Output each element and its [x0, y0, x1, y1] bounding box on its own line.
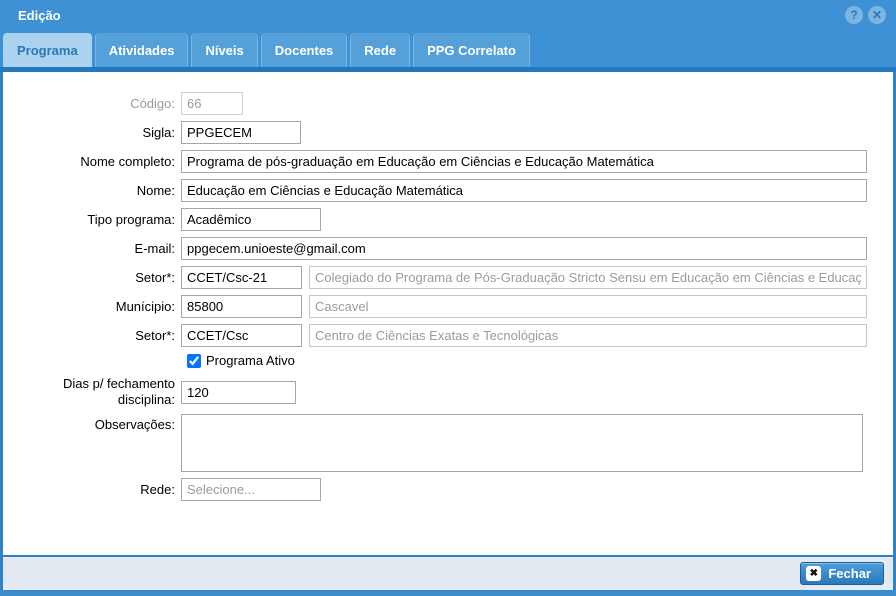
fechar-button-label: Fechar	[828, 566, 871, 581]
municipio-label: Munícipio:	[115, 298, 175, 314]
row-nome: Nome:	[21, 179, 893, 202]
tab-divider	[0, 67, 896, 72]
dialog-title: Edição	[18, 7, 61, 23]
tipo-programa-label: Tipo programa:	[87, 211, 175, 227]
tab-programa[interactable]: Programa	[3, 33, 92, 67]
help-icon[interactable]: ?	[845, 6, 863, 24]
dialog-bottom-border	[0, 590, 896, 596]
setor2-description-field	[309, 324, 867, 347]
tipo-programa-field[interactable]	[181, 208, 321, 231]
rede-select[interactable]	[181, 478, 321, 501]
tab-atividades[interactable]: Atividades	[94, 33, 189, 67]
tab-ppg-correlato[interactable]: PPG Correlato	[413, 33, 530, 67]
tab-rede[interactable]: Rede	[350, 33, 411, 67]
row-tipo-programa: Tipo programa:	[21, 208, 893, 231]
row-dias-fechamento: Dias p/ fechamento disciplina:	[21, 376, 893, 408]
row-sigla: Sigla:	[21, 121, 893, 144]
observacoes-field[interactable]	[181, 414, 863, 472]
nome-completo-field[interactable]	[181, 150, 867, 173]
sigla-label: Sigla:	[142, 124, 175, 140]
nome-completo-label: Nome completo:	[80, 153, 175, 169]
programa-ativo-checkbox[interactable]	[187, 353, 201, 368]
row-codigo: Código:	[21, 92, 893, 115]
email-field[interactable]	[181, 237, 867, 260]
row-setor-2: Setor*:	[21, 324, 893, 347]
setor1-code-field[interactable]	[181, 266, 302, 289]
rede-label: Rede:	[140, 481, 175, 497]
dias-fechamento-field[interactable]	[181, 380, 296, 404]
row-nome-completo: Nome completo:	[21, 150, 893, 173]
fechar-x-icon: ✖	[806, 566, 822, 581]
codigo-label: Código:	[130, 95, 175, 111]
nome-field[interactable]	[181, 179, 867, 202]
setor2-code-field[interactable]	[181, 324, 302, 347]
sigla-field[interactable]	[181, 121, 301, 144]
nome-label: Nome:	[136, 182, 175, 198]
form-panel: Código: Sigla: Nome completo: Nome: Tipo…	[0, 72, 896, 555]
setor2-label: Setor*:	[135, 327, 175, 343]
row-email: E-mail:	[21, 237, 893, 260]
setor1-description-field	[309, 266, 867, 289]
codigo-field	[181, 92, 243, 115]
dias-fechamento-label: Dias p/ fechamento disciplina:	[62, 376, 175, 407]
tab-docentes[interactable]: Docentes	[260, 33, 348, 67]
municipio-description-field	[309, 295, 867, 318]
row-observacoes: Observações:	[21, 414, 893, 472]
dialog-footer: ✖ Fechar	[0, 555, 896, 590]
fechar-button[interactable]: ✖ Fechar	[800, 562, 884, 585]
dialog-titlebar: Edição ? ✕	[0, 0, 896, 30]
row-setor-1: Setor*:	[21, 266, 893, 289]
row-municipio: Munícipio:	[21, 295, 893, 318]
close-icon[interactable]: ✕	[868, 6, 886, 24]
row-rede: Rede:	[21, 478, 893, 501]
row-programa-ativo: Programa Ativo	[187, 353, 893, 368]
setor1-label: Setor*:	[135, 269, 175, 285]
tab-niveis[interactable]: Níveis	[191, 33, 258, 67]
observacoes-label: Observações:	[94, 417, 175, 432]
email-label: E-mail:	[134, 240, 175, 256]
municipio-code-field[interactable]	[181, 295, 302, 318]
tab-bar: Programa Atividades Níveis Docentes Rede…	[0, 30, 896, 67]
programa-ativo-label: Programa Ativo	[206, 353, 295, 368]
